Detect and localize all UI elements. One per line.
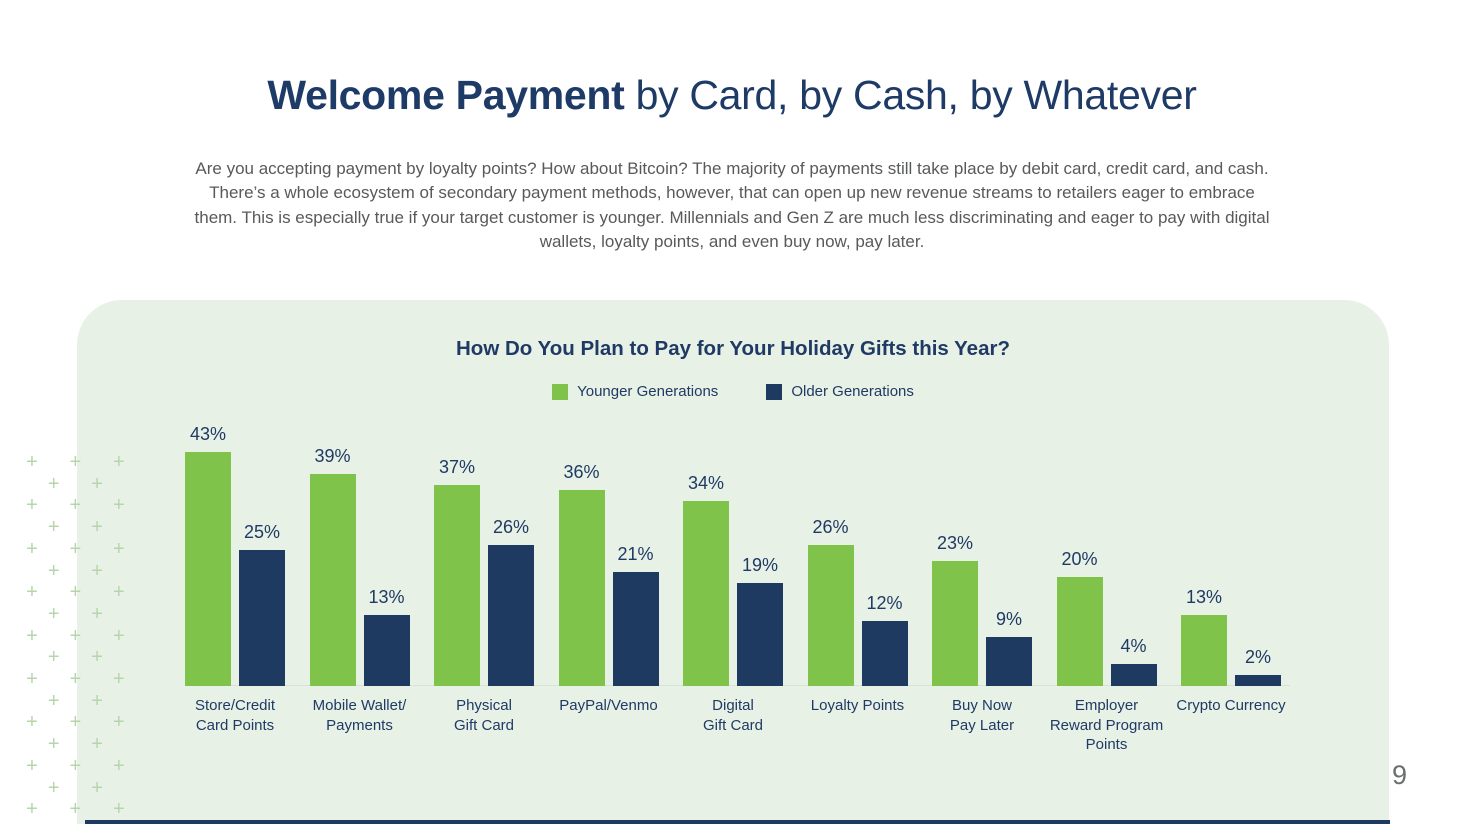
- bar-older: 13%: [363, 587, 410, 686]
- bar-value-label: 37%: [438, 457, 476, 477]
- chart-title: How Do You Plan to Pay for Your Holiday …: [456, 337, 1010, 360]
- bar-value-label: 20%: [1061, 549, 1098, 569]
- bar-value-label: 12%: [866, 593, 903, 613]
- chart-panel: How Do You Plan to Pay for Your Holiday …: [77, 300, 1389, 824]
- bottom-strip: [85, 820, 1390, 824]
- bar-value-label: 34%: [687, 473, 725, 493]
- bar-older: 19%: [737, 555, 783, 686]
- bar-older: 21%: [612, 544, 659, 686]
- plus-icon: +: [26, 451, 38, 473]
- plus-icon: +: [26, 624, 38, 647]
- bar-value-label: 9%: [995, 609, 1023, 629]
- plus-icon: +: [26, 798, 38, 821]
- category-label: Employer Reward Program Points: [1049, 697, 1164, 753]
- bar-value-label: 13%: [1185, 587, 1223, 607]
- bar-older: 12%: [861, 593, 908, 686]
- page-title-rest: by Card, by Cash, by Whatever: [624, 72, 1197, 118]
- bar-group: 34% 19% Digital Gift Card: [683, 473, 783, 734]
- legend-swatch-older-icon: [766, 383, 783, 400]
- bar-group: 43% 25% Store/Credit Card Points: [185, 424, 285, 734]
- plus-icon: +: [47, 602, 60, 625]
- bar-groups: 43% 25% Store/Credit Card Points 39% 13% Mobi…: [77, 424, 1389, 753]
- bar-younger: 23%: [932, 533, 978, 686]
- category-label: PayPal/Venmo: [559, 697, 658, 714]
- page-number: 9: [1392, 760, 1408, 790]
- bar-value-label: 26%: [812, 517, 849, 537]
- plus-icon: +: [47, 646, 60, 669]
- bar-value-label: 43%: [189, 424, 227, 444]
- bar-value-label: 39%: [314, 446, 351, 466]
- category-label: Physical Gift Card: [453, 697, 514, 734]
- bar-younger: 39%: [309, 446, 356, 686]
- bar-value-label: 4%: [1120, 636, 1147, 656]
- category-label: Store/Credit Card Points: [194, 697, 276, 734]
- bar-older: 25%: [239, 522, 285, 686]
- page-title-emphasis: Welcome Payment: [267, 72, 625, 118]
- bar-younger: 13%: [1181, 587, 1227, 686]
- plus-icon: +: [26, 668, 38, 690]
- legend-swatch-younger-icon: [552, 383, 569, 400]
- bar-value-label: 23%: [936, 533, 974, 553]
- intro-paragraph: Are you accepting payment by loyalty poi…: [194, 159, 1270, 252]
- bar-value-label: 19%: [741, 555, 779, 575]
- plus-icon: +: [26, 494, 38, 517]
- legend-label-younger: Younger Generations: [577, 383, 719, 400]
- bar-value-label: 21%: [617, 544, 654, 564]
- bar-group: 37% 26% Physical Gift Card: [434, 457, 534, 734]
- plus-icon: +: [47, 733, 60, 756]
- category-label: Mobile Wallet/ Payments: [312, 697, 407, 734]
- bar-older: 4%: [1110, 636, 1157, 686]
- bar-younger: 20%: [1056, 549, 1103, 686]
- legend-item-older-generations: Older Generations: [766, 383, 914, 400]
- plus-icon: +: [47, 559, 60, 582]
- bar-younger: 37%: [434, 457, 480, 686]
- bar-older: 9%: [986, 609, 1032, 686]
- plus-icon: +: [26, 537, 38, 560]
- bar-younger: 43%: [185, 424, 231, 686]
- plus-icon: +: [47, 776, 60, 799]
- bar-younger: 36%: [558, 462, 605, 686]
- legend-label-older: Older Generations: [791, 383, 914, 400]
- bar-chart: 43% 25% Store/Credit Card Points 39% 13% Mobi…: [77, 424, 1389, 753]
- category-label: Digital Gift Card: [702, 697, 763, 734]
- plus-icon: +: [47, 472, 60, 495]
- bar-group: 26% 12% Loyalty Points: [807, 517, 908, 714]
- bar-group: 23% 9% Buy Now Pay Later: [932, 533, 1032, 734]
- bar-value-label: 36%: [563, 462, 600, 482]
- legend-item-younger-generations: Younger Generations: [552, 383, 718, 400]
- bar-group: 39% 13% Mobile Wallet/ Payments: [309, 446, 410, 734]
- page-title: Welcome Payment by Card, by Cash, by Wha…: [0, 72, 1464, 119]
- bar-older: 26%: [488, 517, 534, 686]
- plus-icon: +: [26, 581, 38, 604]
- plus-icon: +: [47, 516, 60, 539]
- bar-group: 36% 21% PayPal/Venmo: [558, 462, 659, 714]
- bar-value-label: 25%: [243, 522, 281, 542]
- plus-icon: +: [26, 711, 38, 734]
- bar-value-label: 13%: [368, 587, 405, 607]
- bar-group: 20% 4% Employer Reward Program Points: [1050, 549, 1163, 753]
- bar-younger: 26%: [807, 517, 854, 686]
- category-label: Buy Now Pay Later: [949, 697, 1015, 734]
- plus-icon: +: [26, 754, 38, 777]
- bar-value-label: 2%: [1244, 647, 1272, 667]
- bar-younger: 34%: [683, 473, 729, 686]
- chart-legend: Younger Generations Older Generations: [77, 383, 1389, 400]
- plus-icon: +: [47, 689, 60, 712]
- bar-group: 13% 2% Crypto Currency: [1176, 587, 1285, 714]
- bar-older: 2%: [1235, 647, 1281, 686]
- bar-value-label: 26%: [492, 517, 530, 537]
- category-label: Crypto Currency: [1176, 697, 1286, 714]
- category-label: Loyalty Points: [810, 697, 905, 714]
